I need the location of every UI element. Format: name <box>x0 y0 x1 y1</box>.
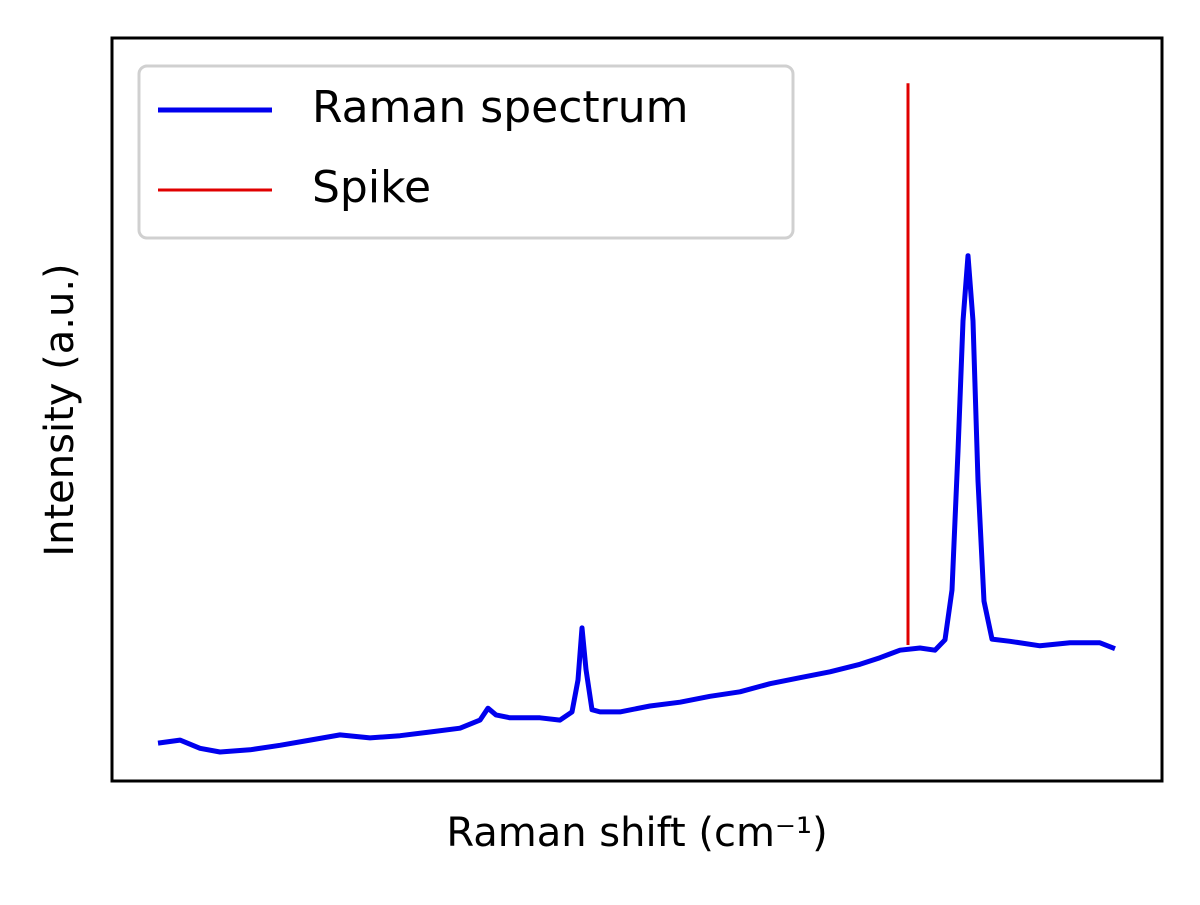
x-axis-label: Raman shift (cm⁻¹) <box>446 810 827 856</box>
data-line <box>157 253 1116 755</box>
legend: Raman spectrum Spike <box>137 64 795 240</box>
legend-label: Spike <box>312 162 431 213</box>
legend-box <box>137 64 795 240</box>
legend-label: Raman spectrum <box>312 82 688 133</box>
axes-frame <box>110 36 1164 783</box>
y-axis-label: Intensity (a.u.) <box>37 263 83 556</box>
plot-area <box>157 83 1116 755</box>
